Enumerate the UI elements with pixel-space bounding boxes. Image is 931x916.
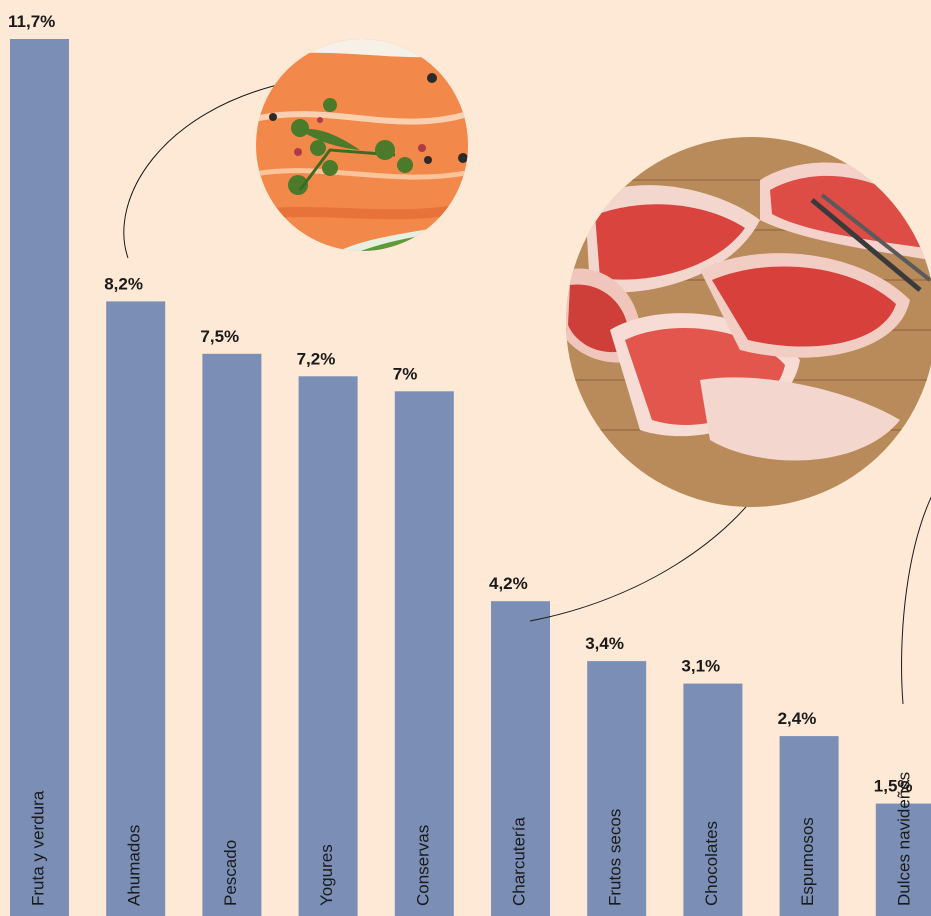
value-label-5: 4,2% <box>489 574 528 593</box>
value-label-9: 1,5% <box>874 777 913 796</box>
category-label-8: Espumosos <box>798 817 817 906</box>
category-label-2: Pescado <box>221 840 240 906</box>
bar-7 <box>683 683 743 916</box>
bar-3 <box>298 376 358 916</box>
category-label-0: Fruta y verdura <box>28 790 47 906</box>
value-label-4: 7% <box>393 364 418 383</box>
bar-9 <box>875 803 931 916</box>
category-label-1: Ahumados <box>125 825 144 906</box>
category-label-5: Charcutería <box>509 817 528 906</box>
value-label-3: 7,2% <box>297 349 336 368</box>
value-label-1: 8,2% <box>104 274 143 293</box>
value-label-7: 3,1% <box>681 657 720 676</box>
bar-1 <box>106 301 166 916</box>
value-label-0: 11,7% <box>8 12 55 31</box>
bar-2 <box>202 353 262 916</box>
category-label-7: Chocolates <box>702 821 721 906</box>
value-label-6: 3,4% <box>585 634 624 653</box>
connector-line-ahumados <box>123 81 291 259</box>
bars-group: 11,7% Fruta y verdura 8,2% Ahumados 7,5% Pesc… <box>8 12 931 916</box>
bar-4 <box>394 391 454 916</box>
category-label-4: Conservas <box>413 825 432 906</box>
category-label-3: Yogures <box>317 844 336 906</box>
bar-5 <box>491 601 550 916</box>
bar-6 <box>587 661 647 916</box>
category-label-6: Frutos secos <box>606 809 625 906</box>
value-label-8: 2,4% <box>778 709 817 728</box>
category-label-9: Dulces navideños <box>894 772 913 906</box>
smoked-salmon-photo <box>256 39 468 251</box>
connector-line-dulces <box>901 496 931 705</box>
cured-ham-photo <box>566 137 931 507</box>
value-label-2: 7,5% <box>200 327 239 346</box>
bar-0 <box>10 39 69 916</box>
bar-8 <box>779 736 839 916</box>
